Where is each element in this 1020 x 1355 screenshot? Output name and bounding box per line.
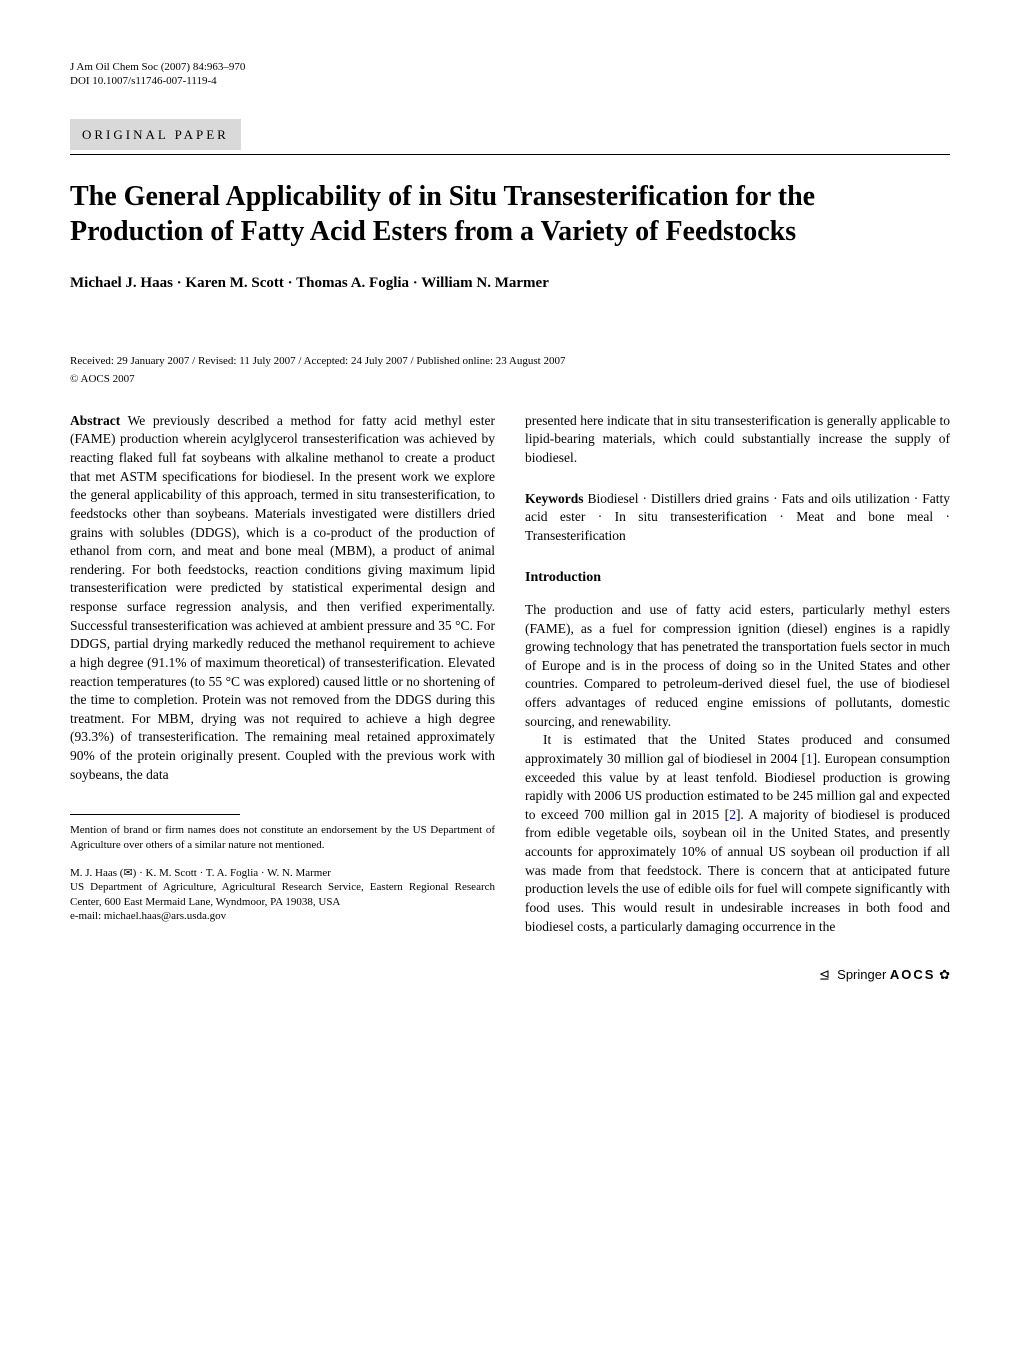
left-column: Abstract We previously described a metho… xyxy=(70,412,495,936)
email-line: e-mail: michael.haas@ars.usda.gov xyxy=(70,909,495,923)
footnote-mention: Mention of brand or firm names does not … xyxy=(70,823,495,852)
dates-line: Received: 29 January 2007 / Revised: 11 … xyxy=(70,354,950,369)
right-column: presented here indicate that in situ tra… xyxy=(525,412,950,936)
abstract-text-left: We previously described a method for fat… xyxy=(70,413,495,782)
springer-text: ⁠ Springer xyxy=(834,967,887,982)
footnote-rule xyxy=(70,814,240,815)
section-label: ORIGINAL PAPER xyxy=(70,119,241,151)
paper-title: The General Applicability of in Situ Tra… xyxy=(70,179,950,249)
abstract-continuation: presented here indicate that in situ tra… xyxy=(525,412,950,468)
doi-line: DOI 10.1007/s11746-007-1119-4 xyxy=(70,74,950,88)
intro-p2-c: ]. A majority of biodiesel is produced f… xyxy=(525,807,950,934)
abstract-paragraph: Abstract We previously described a metho… xyxy=(70,412,495,785)
keywords-label: Keywords xyxy=(525,491,584,506)
authors: Michael J. Haas · Karen M. Scott · Thoma… xyxy=(70,273,950,294)
reference-link-2[interactable]: 2 xyxy=(729,807,736,822)
page-footer: ⊴ ⁠ Springer AOCS ✿ xyxy=(70,966,950,984)
introduction-p1: The production and use of fatty acid est… xyxy=(525,601,950,731)
reference-link-1[interactable]: 1 xyxy=(806,751,813,766)
aocs-text: AOCS xyxy=(890,967,936,982)
keywords-paragraph: Keywords Biodiesel · Distillers dried gr… xyxy=(525,490,950,546)
corresponding-authors-line: M. J. Haas (✉) · K. M. Scott · T. A. Fog… xyxy=(70,866,495,880)
two-column-layout: Abstract We previously described a metho… xyxy=(70,412,950,936)
introduction-heading: Introduction xyxy=(525,568,950,587)
journal-header: J Am Oil Chem Soc (2007) 84:963–970 DOI … xyxy=(70,60,950,89)
journal-line: J Am Oil Chem Soc (2007) 84:963–970 xyxy=(70,60,950,74)
abstract-label: Abstract xyxy=(70,413,120,428)
aocs-flower-icon: ✿ xyxy=(939,967,950,982)
affiliation-text: US Department of Agriculture, Agricultur… xyxy=(70,880,495,909)
introduction-p2: It is estimated that the United States p… xyxy=(525,731,950,936)
keywords-text: Biodiesel · Distillers dried grains · Fa… xyxy=(525,491,950,543)
copyright-line: © AOCS 2007 xyxy=(70,372,950,387)
springer-icon: ⊴ xyxy=(819,967,830,982)
title-rule xyxy=(70,154,950,155)
author-affiliation: M. J. Haas (✉) · K. M. Scott · T. A. Fog… xyxy=(70,866,495,923)
